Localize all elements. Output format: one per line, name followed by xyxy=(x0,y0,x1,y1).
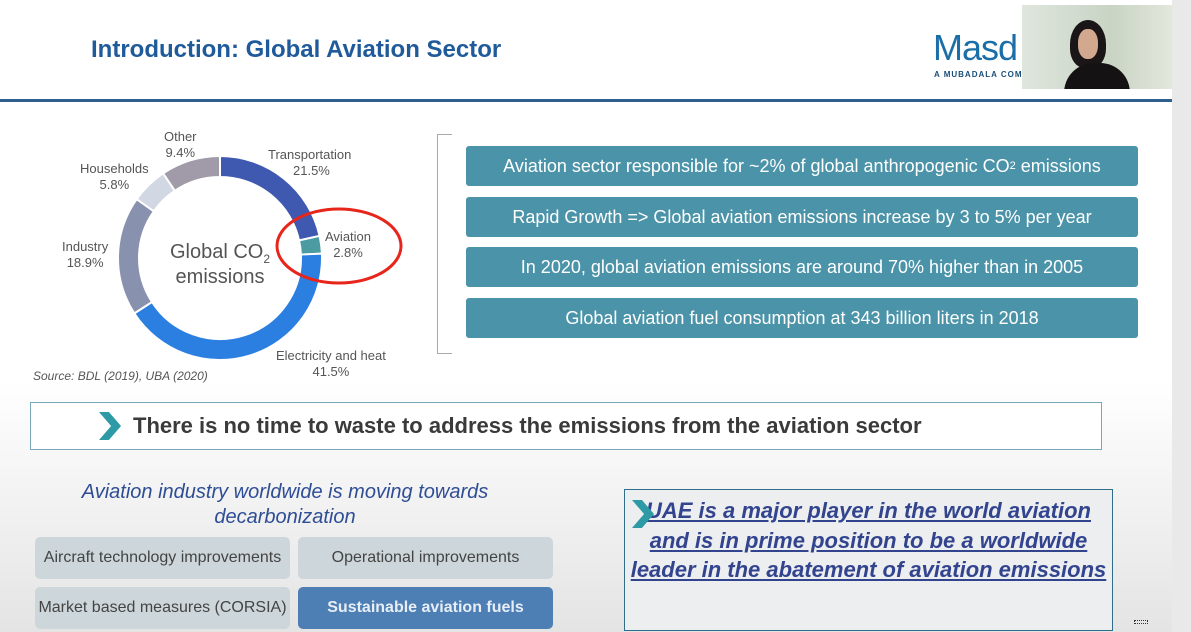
donut-slice-other xyxy=(161,154,221,193)
fact-bar: Global aviation fuel consumption at 343 … xyxy=(466,298,1138,338)
donut-center-label: Global CO2 emissions xyxy=(169,241,271,288)
decarbonization-heading: Aviation industry worldwide is moving to… xyxy=(81,481,489,528)
chart-source: Source: BDL (2019), UBA (2020) xyxy=(33,369,208,383)
tile-market-measures: Market based measures (CORSIA) xyxy=(35,587,290,629)
fact-bar: Aviation sector responsible for ~2% of g… xyxy=(466,146,1138,186)
label-aviation: Aviation 2.8% xyxy=(325,229,372,260)
aviation-highlight-circle xyxy=(275,207,403,285)
chevron-right-icon xyxy=(99,412,121,440)
donut-slice-aviation xyxy=(297,234,323,256)
label-electricity: Electricity and heat 41.5% xyxy=(276,348,386,379)
presenter-body xyxy=(1064,63,1130,89)
label-other: Other 9.4% xyxy=(164,129,197,160)
slide-title: Introduction: Global Aviation Sector xyxy=(91,36,502,63)
uae-statement-box: UAE is a major player in the world aviat… xyxy=(624,489,1113,631)
donut-slice-industry xyxy=(117,197,156,315)
uae-statement: UAE is a major player in the world aviat… xyxy=(630,498,1107,582)
title-divider xyxy=(0,99,1172,102)
key-message: There is no time to waste to address the… xyxy=(133,413,922,438)
tile-sustainable-fuels: Sustainable aviation fuels xyxy=(298,587,553,629)
key-message-box: There is no time to waste to address the… xyxy=(30,402,1102,450)
presenter-video[interactable] xyxy=(1022,5,1172,89)
masdar-logo: Masd xyxy=(933,27,1018,68)
tile-operational: Operational improvements xyxy=(298,537,553,579)
facts-bracket xyxy=(437,134,452,354)
label-households: Households 5.8% xyxy=(80,161,149,192)
donut-chart xyxy=(117,154,403,361)
fact-bar: In 2020, global aviation emissions are a… xyxy=(466,247,1138,287)
label-industry: Industry 18.9% xyxy=(62,239,109,270)
page-marker xyxy=(1134,620,1148,624)
fact-bar: Rapid Growth => Global aviation emission… xyxy=(466,197,1138,237)
logo-tagline: A MUBADALA COM xyxy=(934,70,1023,79)
presenter-face xyxy=(1078,29,1098,59)
label-transportation: Transportation 21.5% xyxy=(268,147,352,178)
tile-aircraft-technology: Aircraft technology improvements xyxy=(35,537,290,579)
